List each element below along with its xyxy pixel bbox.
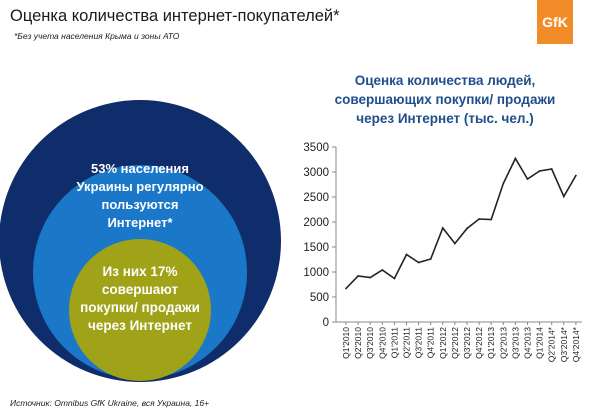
y-tick-label: 3500	[303, 142, 329, 154]
data-point	[417, 261, 420, 264]
inner-circle-label: Из них 17% совершают покупки/ продажи че…	[80, 264, 200, 333]
y-tick-label: 0	[323, 317, 329, 329]
chart-title-line: Оценка количества людей,	[354, 73, 536, 88]
x-tick-label: Q3'2013	[510, 327, 520, 359]
x-tick-label: Q3'2010	[365, 327, 375, 359]
source-note: Источник: Omnibus GfK Ukraine, вся Украи…	[10, 398, 210, 408]
x-tick-label: Q3'2011	[414, 327, 424, 359]
data-point	[502, 182, 505, 185]
data-point	[357, 275, 359, 277]
x-tick-label: Q4'2010	[377, 327, 387, 359]
x-tick-label: Q1'2014	[535, 327, 545, 359]
y-tick-label: 1500	[303, 242, 329, 254]
data-point	[466, 227, 468, 230]
x-tick-label: Q4'2011	[426, 327, 436, 359]
x-tick-label: Q2'2014*	[547, 326, 557, 362]
y-tick-label: 1000	[303, 267, 329, 279]
page-title: Оценка количества интернет-покупателей*	[10, 7, 340, 25]
y-tick-label: 500	[310, 292, 329, 304]
data-point	[441, 227, 444, 229]
data-point	[454, 242, 456, 245]
data-point	[381, 269, 384, 271]
x-tick-label: Q4'2013	[523, 327, 533, 359]
x-tick-label: Q4'2012	[474, 327, 484, 359]
data-point	[514, 157, 517, 160]
data-series-line	[345, 156, 577, 290]
data-point	[393, 277, 396, 280]
x-tick-label: Q3'2012	[462, 327, 472, 359]
data-point	[550, 168, 553, 170]
x-tick-label: Q2'2010	[353, 327, 363, 359]
x-tick-label: Q2'2013	[498, 327, 508, 359]
x-tick-label: Q4'2014*	[571, 326, 581, 362]
data-point	[478, 218, 480, 220]
x-tick-label: Q1'2013	[486, 327, 496, 359]
y-tick-label: 2500	[303, 192, 329, 204]
chart-title-line: через Интернет (тыс. чел.)	[356, 111, 534, 126]
x-tick-label: Q3'2014*	[559, 326, 569, 362]
chart-title-line: совершающих покупки/ продажи	[334, 92, 556, 107]
x-tick-label: Q2'2011	[402, 327, 412, 359]
y-tick-label: 3000	[303, 167, 329, 179]
data-point	[562, 195, 565, 198]
data-point	[526, 178, 529, 180]
chart-title: Оценка количества людей, совершающих пок…	[300, 71, 590, 128]
inner-circle	[69, 239, 211, 381]
x-tick-label: Q1'2010	[341, 327, 351, 359]
y-tick-label: 2000	[303, 217, 329, 229]
x-tick-label: Q1'2011	[389, 327, 399, 359]
data-point	[345, 287, 347, 290]
gfk-logo: GfK	[537, 0, 573, 44]
data-point	[490, 218, 493, 221]
concentric-circles-diagram	[0, 100, 281, 382]
data-point	[538, 170, 541, 172]
middle-circle-label: 53% населения Украины регулярно пользуют…	[76, 161, 204, 230]
data-point	[405, 253, 408, 256]
x-tick-label: Q2'2012	[450, 327, 460, 359]
data-point	[575, 174, 577, 177]
x-tick-label: Q1'2012	[438, 327, 448, 359]
data-point	[429, 258, 432, 260]
data-point	[369, 276, 372, 279]
footnote: *Без учета населения Крыма и зоны АТО	[14, 31, 180, 41]
